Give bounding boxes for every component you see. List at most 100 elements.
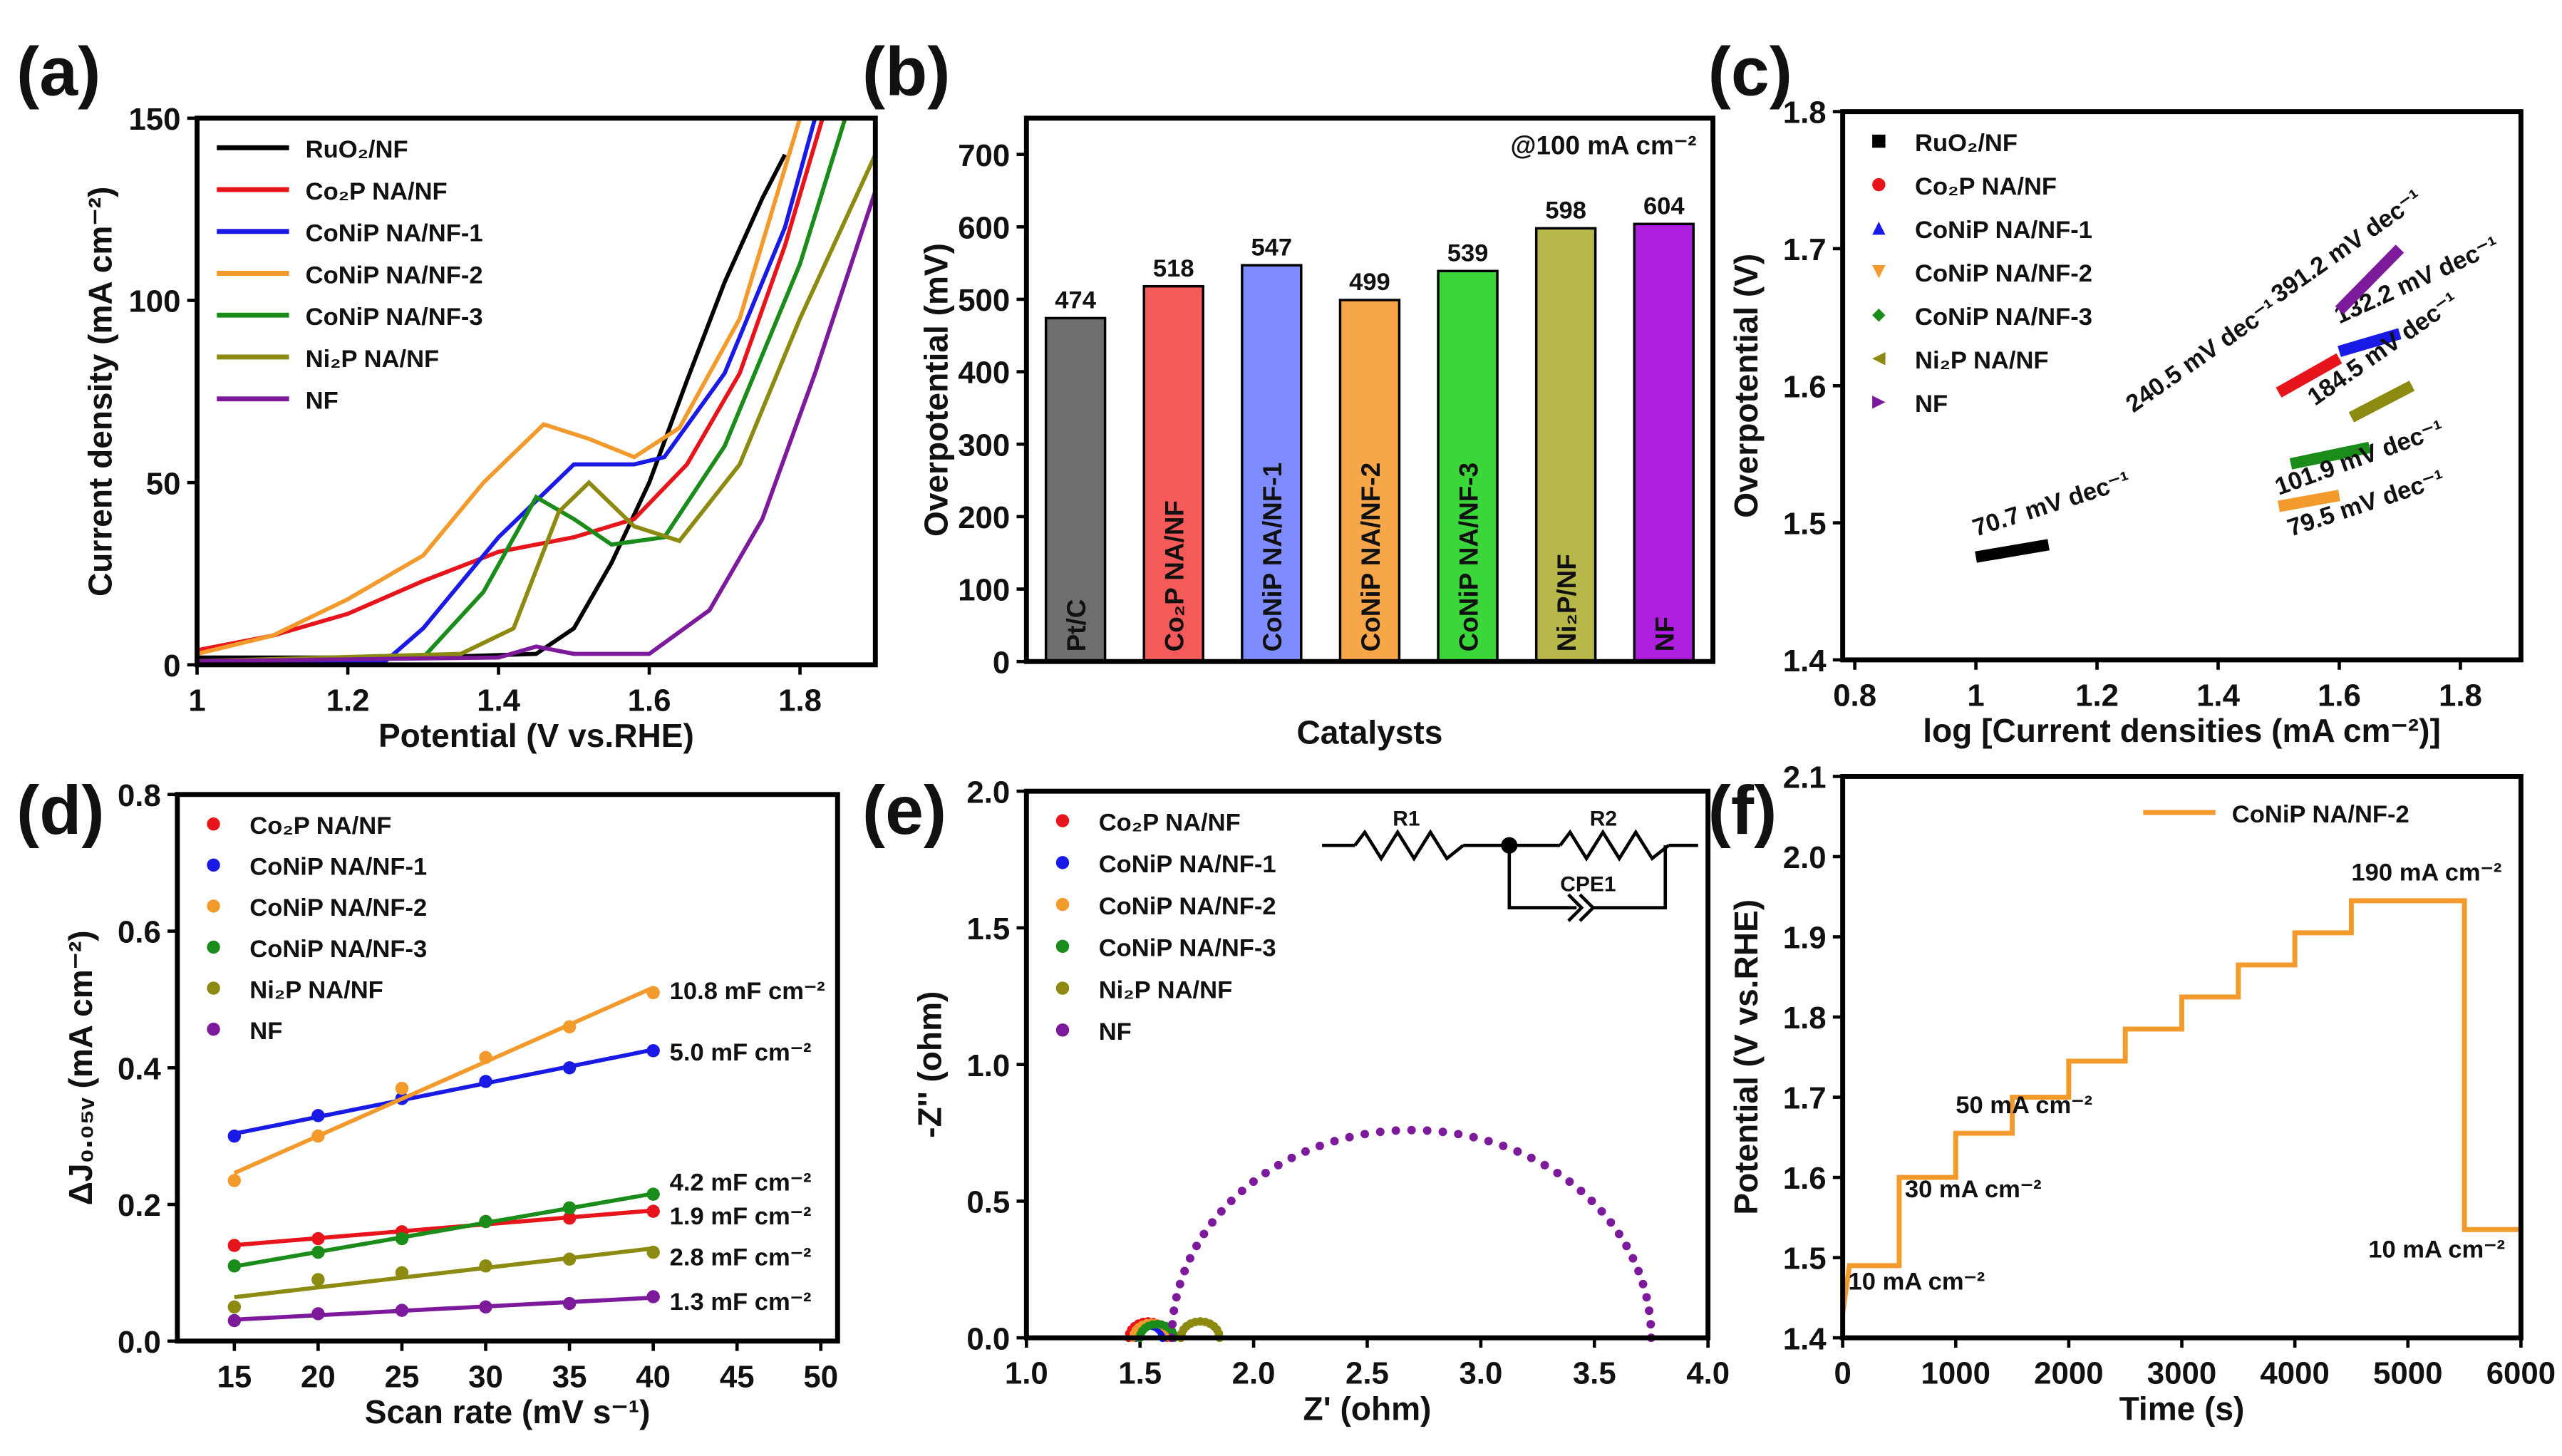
x-tick-label: 35 [552,1359,587,1394]
marker-circle [227,1259,242,1273]
marker-circle [1172,1293,1181,1302]
marker-circle [1499,1141,1508,1150]
marker-circle [1055,897,1070,912]
legend-label: CoNiP NA/NF-1 [1099,851,1276,878]
marker-circle [1527,1153,1536,1162]
chart-panel-b: (b) 0 100 200 300 400 500 600 700 Catalysts Overpo… [862,33,1716,750]
series-line [197,153,877,664]
capacitance-label: 5.0 mF cm⁻² [670,1039,812,1066]
y-tick-label: 150 [128,102,180,137]
bar [1633,222,1695,663]
bar-value-label: 598 [1545,197,1586,224]
x-tick-label: 4.0 [1686,1356,1730,1391]
marker-circle [1185,1254,1194,1263]
marker-circle [1634,1266,1643,1276]
y-tick-label: 1.4 [1783,1321,1827,1356]
marker-triangle-right [1872,396,1886,409]
y-tick-label: 0.0 [966,1321,1010,1356]
series-6 [197,190,878,664]
x-axis-label: Scan rate (mV s⁻¹) [365,1393,651,1430]
legend-label: CoNiP NA/NF-2 [1099,893,1276,920]
y-axis-label: Potential (V vs.RHE) [1727,899,1765,1215]
marker-circle [1438,1127,1447,1137]
capacitance-label: 1.3 mF cm⁻² [670,1289,812,1316]
y-tick-label: 1.5 [966,912,1010,946]
category-label: Co₂P NA/NF [1160,500,1189,651]
annotation: 10 mA cm⁻² [2368,1236,2505,1264]
marker-circle [1422,1126,1432,1135]
slope-label: 70.7 mV dec⁻¹ [1969,467,2133,542]
marker-circle [207,940,220,954]
y-tick-label: 1.5 [1783,1241,1827,1276]
category-label: CoNiP NA/NF-1 [1258,463,1287,651]
y-tick-label: 0 [993,645,1010,680]
marker-circle [1055,939,1070,954]
capacitance-label: 10.8 mF cm⁻² [670,978,825,1005]
marker-circle [562,1211,577,1225]
marker-circle [646,1204,660,1218]
marker-circle [1208,1218,1217,1227]
x-tick-label: 1.8 [2439,678,2482,713]
capacitance-label: 1.9 mF cm⁻² [670,1203,812,1230]
y-axis-label: Overpotential (mV) [918,243,955,537]
x-tick-label: 3.5 [1573,1356,1616,1391]
y-tick-label: 0.4 [118,1051,162,1086]
marker-circle [1638,1279,1648,1289]
annotation: @100 mA cm⁻² [1511,131,1697,160]
x-tick-label: 1000 [1921,1356,1990,1391]
marker-circle [1642,1293,1651,1302]
fit-line [234,1246,654,1299]
bar [1241,264,1303,663]
series-3: 4.2 mF cm⁻² [227,1169,812,1273]
marker-circle [227,1313,242,1328]
series-line [197,118,817,664]
legend: Co₂P NA/NF CoNiP NA/NF-1 CoNiP NA/NF-2 CoNi… [207,812,427,1045]
y-tick-label: 1.6 [1783,1161,1827,1196]
legend-label: NF [249,1018,282,1045]
x-tick-label: 1.6 [628,683,671,718]
marker-circle [1345,1132,1354,1142]
marker-circle [1628,1254,1638,1263]
tafel-line [2276,353,2343,398]
tafel-line [2338,328,2402,357]
panel-label: (f) [1708,771,1777,849]
y-tick-label: 1.5 [1783,507,1827,542]
r1-label: R1 [1393,807,1420,831]
legend-label: Co₂P NA/NF [306,178,448,205]
marker-circle [1614,1229,1623,1239]
marker-circle [227,1300,242,1314]
x-tick-label: 1.2 [2075,678,2119,713]
marker-circle [1597,1207,1606,1216]
x-tick-label: 1.2 [326,683,370,718]
x-tick-label: 3000 [2147,1356,2216,1391]
y-axis-label: -Z'' (ohm) [911,991,948,1138]
y-tick-label: 0.0 [118,1325,161,1360]
legend-label: RuO₂/NF [1915,130,2018,157]
x-tick-label: 1.4 [477,683,521,718]
capacitance-label: 4.2 mF cm⁻² [670,1169,812,1196]
r2-label: R2 [1590,807,1617,831]
x-tick-label: 1 [1967,678,1984,713]
marker-triangle-left [1872,352,1886,366]
y-tick-label: 1.7 [1783,232,1827,267]
category-label: Pt/C [1062,599,1091,652]
marker-circle [395,1303,409,1317]
legend-label: Ni₂P NA/NF [249,976,383,1003]
legend-label: CoNiP NA/NF-1 [249,854,427,881]
legend-label: Co₂P NA/NF [249,812,391,840]
marker-circle [1646,1320,1656,1329]
panel-label: (c) [1708,33,1792,110]
y-tick-label: 1.8 [1783,1001,1827,1036]
y-tick-label: 50 [146,466,181,501]
marker-circle [227,1129,242,1143]
series-1 [196,118,825,653]
y-tick-label: 2.0 [966,775,1010,810]
y-tick-label: 200 [958,500,1010,535]
tafel-line [1975,539,2050,563]
marker-circle [646,986,660,1000]
y-tick-label: 1.8 [1783,95,1827,130]
chart-panel-f: (f) 1.4 1.5 1.6 1.7 1.8 1.9 2.0 2.1 0 1000 2000 3000… [1708,760,2556,1427]
x-tick-label: 2.5 [1345,1356,1389,1391]
y-tick-label: 300 [958,428,1010,463]
